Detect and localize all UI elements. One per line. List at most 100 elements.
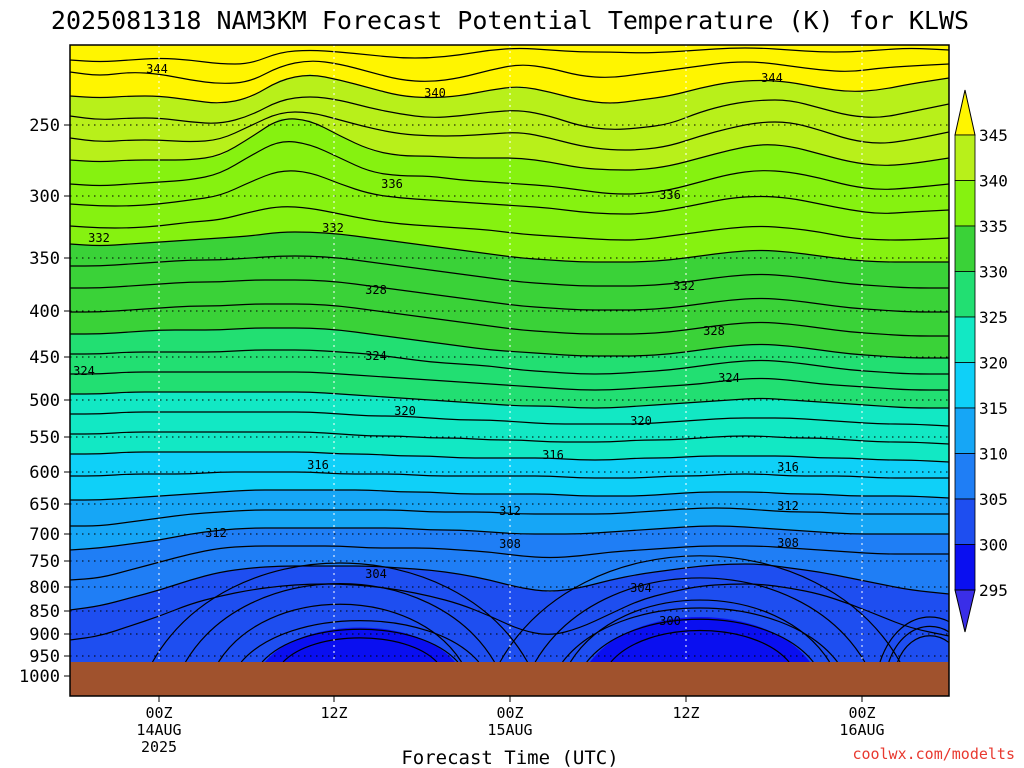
y-tick-label: 400 [29, 302, 60, 322]
contour-label: 332 [322, 221, 344, 235]
y-axis: 250 300 350 400 450 500 550 600 650 700 750 800 850 9… [19, 116, 70, 687]
contour-labels: 344 344 340 336 336 332 332 332 328 328 324 324 324 3… [73, 62, 799, 628]
colorbar-label: 335 [979, 217, 1008, 236]
dome-contour-0-0 [151, 562, 529, 663]
contour-label: 312 [499, 504, 521, 518]
colorbar-bottom-arrow [954, 589, 976, 633]
y-tick-label: 800 [29, 578, 60, 598]
colorbar-segment [954, 134, 976, 181]
dome-contour-4-2 [897, 635, 949, 663]
x-tick-label: 00Z [496, 704, 523, 722]
contour-line-5 [70, 118, 949, 171]
x-tick-label: 2025 [141, 738, 177, 756]
dome-contour-3-2 [610, 630, 790, 663]
contour-line-24 [70, 545, 949, 581]
contour-label: 340 [424, 86, 446, 100]
dome-contour-3-0 [562, 607, 838, 663]
contour-label: 312 [205, 526, 227, 540]
y-tick-label: 750 [29, 552, 60, 572]
contour-label: 308 [777, 536, 799, 550]
colorbar-label: 325 [979, 308, 1008, 327]
contour-label: 316 [307, 458, 329, 472]
contour-line-7 [70, 170, 949, 215]
ground-surface [70, 662, 949, 696]
contour-line-10 [70, 255, 949, 289]
y-tick-label: 300 [29, 187, 60, 207]
y-tick-label: 350 [29, 249, 60, 269]
plot-area [70, 45, 949, 696]
y-tick-label: 1000 [19, 667, 60, 687]
colorbar-top-arrow [954, 89, 976, 136]
dome-contour-4-0 [879, 616, 949, 663]
contour-label: 316 [777, 460, 799, 474]
contour-label: 308 [499, 537, 521, 551]
contour-label: 328 [703, 324, 725, 338]
x-tick-label: 00Z [145, 704, 172, 722]
x-tick-label: 14AUG [136, 721, 181, 739]
contour-line-21 [70, 489, 949, 501]
contour-label: 332 [88, 231, 110, 245]
contour-line-20 [70, 471, 949, 479]
y-tick-label: 500 [29, 391, 60, 411]
colorbar-segment [954, 225, 976, 272]
colorbar-segment [954, 407, 976, 454]
colorbar-segment [954, 271, 976, 318]
x-tick-label: 12Z [320, 704, 347, 722]
contour-label: 324 [365, 349, 387, 363]
contour-line-19 [70, 451, 949, 463]
contour-label: 316 [542, 448, 564, 462]
contour-line-9 [70, 231, 949, 263]
contour-line-13 [70, 327, 949, 359]
colorbar-label: 300 [979, 536, 1008, 555]
y-tick-label: 650 [29, 495, 60, 515]
dome-contour-2-1 [534, 577, 866, 663]
colorbar-segment [954, 544, 976, 591]
colorbar: 345 340 335 330 325 320 315 310 305 300 295 [954, 89, 1008, 633]
colorbar-segment [954, 180, 976, 227]
contour-line-4 [70, 111, 949, 151]
contour-lines [70, 47, 949, 663]
contour-line-22 [70, 507, 949, 527]
x-tick-label: 15AUG [487, 721, 532, 739]
colorbar-label: 345 [979, 126, 1008, 145]
contour-line-8 [70, 206, 949, 241]
colorbar-label: 340 [979, 172, 1008, 191]
contour-label: 344 [146, 62, 168, 76]
grid-lines [70, 45, 949, 696]
dome-contour-3-1 [586, 618, 814, 663]
contour-line-23 [70, 525, 949, 551]
contour-label: 320 [630, 414, 652, 428]
contour-label: 312 [777, 499, 799, 513]
contour-line-25 [70, 563, 949, 611]
dome-contour-2-0 [499, 555, 901, 663]
colorbar-label: 315 [979, 399, 1008, 418]
colorbar-segment [954, 316, 976, 363]
colorbar-segment [954, 498, 976, 545]
colorbar-label: 330 [979, 263, 1008, 282]
credit-text: coolwx.com/modelts [852, 745, 1015, 763]
contour-label: 300 [659, 614, 681, 628]
contour-label: 324 [718, 371, 740, 385]
dome-contour-1-1 [261, 628, 459, 663]
dome-contour-4-1 [888, 625, 949, 663]
fill-band-3 [70, 232, 949, 358]
x-tick-label: 16AUG [839, 721, 884, 739]
fill-band-1 [70, 74, 949, 170]
contour-line-2 [70, 74, 949, 104]
colorbar-label: 305 [979, 490, 1008, 509]
contour-fill-bands [70, 45, 949, 696]
contour-label: 324 [73, 364, 95, 378]
dome-contour-1-0 [240, 620, 480, 663]
contour-label: 304 [365, 567, 387, 581]
y-tick-label: 900 [29, 625, 60, 645]
contour-line-12 [70, 303, 949, 337]
contour-label: 328 [365, 283, 387, 297]
contour-label: 336 [381, 177, 403, 191]
y-tick-label: 950 [29, 647, 60, 667]
y-tick-label: 850 [29, 602, 60, 622]
colorbar-label: 320 [979, 354, 1008, 373]
contour-line-16 [70, 391, 949, 409]
cool-dome-3 [590, 617, 810, 662]
contour-label: 344 [761, 71, 783, 85]
